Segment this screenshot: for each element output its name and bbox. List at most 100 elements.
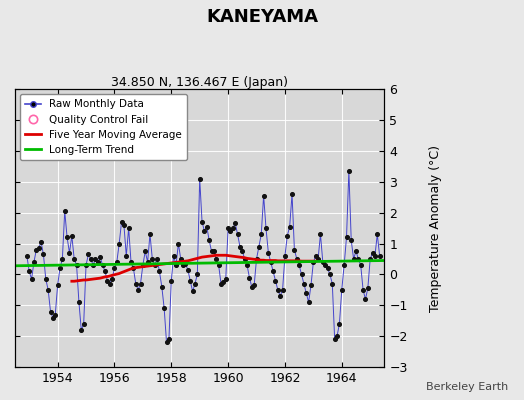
Point	[105, 280, 114, 287]
Point	[27, 276, 36, 282]
Point	[56, 265, 64, 272]
Point	[245, 274, 254, 281]
Point	[23, 253, 31, 259]
Point	[259, 192, 268, 199]
Point	[148, 256, 157, 262]
Point	[61, 208, 69, 214]
Point	[297, 271, 305, 278]
Point	[99, 262, 107, 268]
Point	[141, 248, 149, 254]
Point	[113, 259, 121, 265]
Point	[181, 260, 190, 267]
Point	[290, 246, 299, 253]
Point	[295, 262, 303, 268]
Point	[267, 259, 275, 265]
Point	[314, 256, 322, 262]
Point	[84, 251, 93, 258]
Point	[309, 259, 318, 265]
Point	[68, 232, 76, 239]
Point	[226, 228, 235, 234]
Point	[110, 265, 118, 272]
Point	[198, 219, 206, 225]
Point	[371, 253, 379, 259]
Point	[307, 282, 315, 288]
Point	[30, 259, 38, 265]
Point	[373, 231, 381, 238]
Point	[331, 336, 339, 342]
Point	[302, 290, 310, 296]
Point	[80, 321, 88, 327]
Point	[41, 276, 50, 282]
Point	[193, 271, 202, 278]
Point	[304, 299, 313, 306]
Point	[39, 251, 48, 258]
Point	[32, 246, 40, 253]
Point	[286, 223, 294, 230]
Point	[139, 262, 147, 268]
Point	[342, 234, 351, 240]
Point	[333, 333, 341, 340]
Point	[108, 276, 116, 282]
Point	[243, 262, 251, 268]
Point	[165, 336, 173, 342]
Point	[323, 265, 332, 272]
Point	[319, 259, 327, 265]
Point	[35, 245, 43, 251]
Point	[75, 299, 83, 306]
Point	[238, 248, 246, 254]
Point	[89, 262, 97, 268]
Point	[326, 271, 334, 278]
Point	[359, 287, 367, 293]
Point	[222, 276, 230, 282]
Point	[283, 232, 291, 239]
Point	[66, 250, 74, 256]
Point	[361, 296, 369, 302]
Point	[58, 256, 67, 262]
Point	[122, 253, 130, 259]
Point	[368, 250, 377, 256]
Point	[264, 250, 272, 256]
Text: KANEYAMA: KANEYAMA	[206, 8, 318, 26]
Point	[117, 219, 126, 225]
Point	[63, 234, 71, 240]
Point	[224, 225, 232, 231]
Point	[228, 225, 237, 231]
Point	[172, 262, 180, 268]
Point	[25, 268, 34, 274]
Point	[231, 220, 239, 227]
Point	[316, 231, 325, 238]
Point	[210, 248, 218, 254]
Point	[72, 262, 81, 268]
Point	[200, 228, 209, 234]
Point	[278, 287, 287, 293]
Point	[53, 282, 62, 288]
Point	[274, 287, 282, 293]
Point	[337, 287, 346, 293]
Point	[167, 278, 176, 284]
Point	[203, 223, 211, 230]
Point	[77, 327, 85, 333]
Point	[364, 285, 372, 292]
Point	[127, 259, 135, 265]
Point	[153, 256, 161, 262]
Legend: Raw Monthly Data, Quality Control Fail, Five Year Moving Average, Long-Term Tren: Raw Monthly Data, Quality Control Fail, …	[20, 94, 188, 160]
Point	[37, 239, 45, 245]
Point	[219, 279, 227, 285]
Point	[134, 287, 143, 293]
Point	[158, 284, 166, 290]
Point	[82, 262, 90, 268]
Point	[366, 256, 374, 262]
Point	[169, 253, 178, 259]
Point	[250, 282, 258, 288]
Point	[103, 278, 112, 284]
Point	[236, 244, 244, 250]
Point	[86, 256, 95, 262]
Point	[94, 259, 102, 265]
Point	[191, 280, 199, 287]
Point	[150, 262, 159, 268]
Point	[356, 262, 365, 268]
Point	[136, 280, 145, 287]
Point	[125, 225, 133, 231]
Point	[155, 268, 163, 274]
Point	[132, 280, 140, 287]
